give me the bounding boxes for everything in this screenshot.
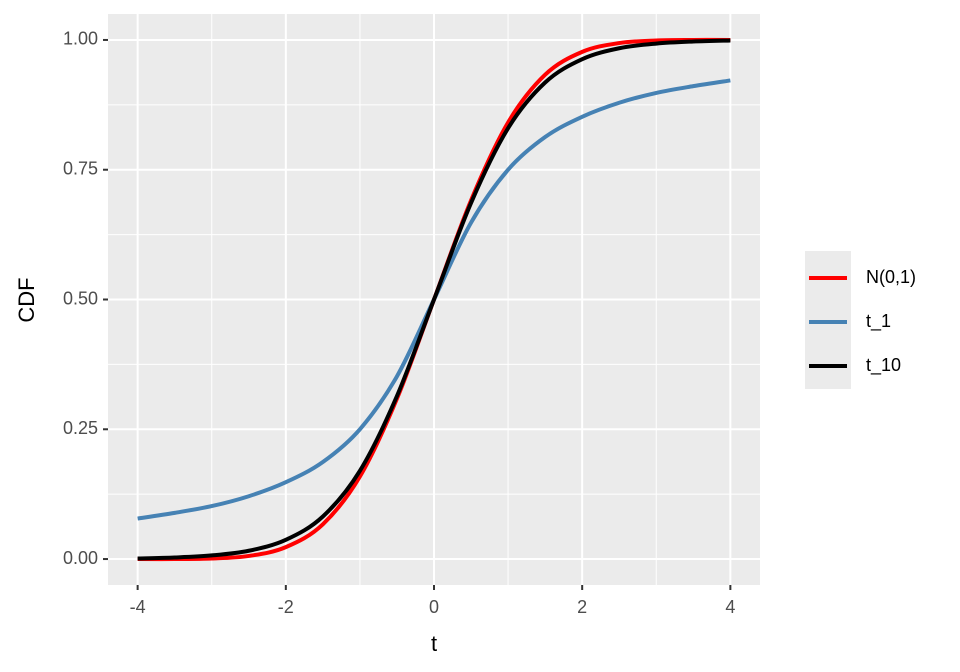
x-tick-label: -4 xyxy=(130,597,146,617)
y-tick-label: 0.25 xyxy=(63,418,98,438)
axes: 0.00 0.25 0.50 0.75 1.00 -4 -2 0 2 4 xyxy=(63,29,735,617)
x-axis-title: t xyxy=(431,631,437,656)
lines xyxy=(137,37,731,562)
x-tick-label: 2 xyxy=(577,597,587,617)
y-tick-label: 0.50 xyxy=(63,288,98,308)
legend-label: t_1 xyxy=(866,311,891,332)
y-tick-label: 0.00 xyxy=(63,548,98,568)
x-tick-label: -2 xyxy=(278,597,294,617)
legend-label: t_10 xyxy=(866,355,901,376)
x-tick-label: 0 xyxy=(429,597,439,617)
y-axis-title: CDF xyxy=(14,277,39,322)
x-tick-label: 4 xyxy=(725,597,735,617)
series-line xyxy=(137,38,731,561)
y-tick-label: 0.75 xyxy=(63,158,98,178)
y-tick-label: 1.00 xyxy=(63,29,98,49)
legend-label: N(0,1) xyxy=(866,267,916,287)
legend: N(0,1) t_1 t_10 xyxy=(805,251,916,389)
